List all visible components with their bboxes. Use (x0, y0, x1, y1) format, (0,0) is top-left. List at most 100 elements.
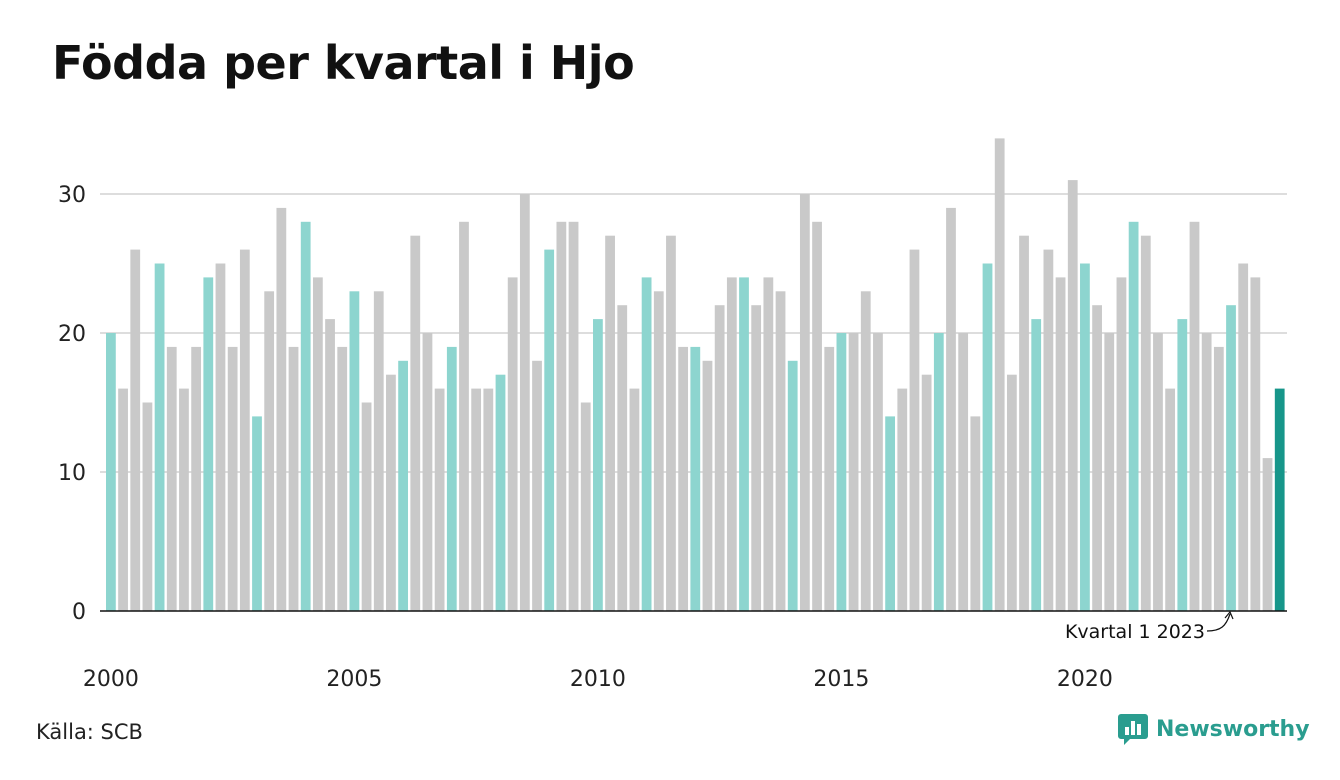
bar (361, 402, 372, 611)
bar (763, 277, 774, 611)
bar (337, 346, 348, 611)
bar (751, 305, 762, 611)
x-axis-ticks: 2000 2005 2010 2015 2020 (83, 667, 1113, 692)
bar (422, 333, 433, 611)
bars (106, 138, 1285, 612)
bar (106, 333, 116, 611)
bar (130, 249, 141, 611)
bar (739, 277, 749, 611)
x-tick-label: 2000 (83, 667, 139, 692)
bar (568, 221, 579, 612)
bar (1067, 180, 1078, 611)
bar (909, 249, 920, 611)
x-tick-label: 2005 (326, 667, 382, 692)
bar (860, 291, 871, 611)
bar (410, 235, 421, 611)
bar (1165, 388, 1176, 611)
bar (483, 388, 494, 611)
bar (897, 388, 908, 611)
bar (1006, 374, 1017, 611)
bar (398, 360, 408, 611)
bar (118, 388, 128, 611)
bar (1153, 333, 1163, 611)
bar-chart: 0 10 20 30 2000 2005 2010 2015 2020 Kvartal 1 2… (58, 138, 1287, 692)
annotation-arrow (1206, 613, 1231, 632)
y-tick-label: 0 (72, 600, 86, 625)
y-tick-label: 10 (58, 461, 86, 486)
bar (349, 291, 360, 611)
x-tick-label: 2010 (570, 667, 626, 692)
annotation-label: Kvartal 1 2023 (1065, 621, 1205, 643)
bar (1104, 333, 1115, 611)
bar (495, 374, 506, 611)
bar (678, 346, 689, 611)
bar (1055, 277, 1066, 611)
bar (946, 207, 956, 611)
bar (1226, 305, 1236, 611)
bar (179, 388, 189, 611)
bar (191, 346, 202, 611)
bar (276, 207, 287, 611)
bar (641, 277, 652, 611)
bar (532, 360, 542, 611)
bar (580, 402, 591, 611)
bar (434, 388, 445, 611)
annotation: Kvartal 1 2023 (1065, 610, 1234, 643)
bar (1080, 263, 1090, 611)
bar (519, 194, 530, 611)
bar (1274, 388, 1285, 611)
bar (1177, 319, 1188, 611)
bar (386, 374, 396, 611)
bar (1092, 305, 1102, 611)
y-tick-label: 20 (58, 322, 86, 347)
bar (1250, 277, 1261, 611)
bar (166, 346, 177, 611)
bar (1043, 249, 1054, 611)
bar (312, 277, 323, 611)
bar (142, 402, 153, 611)
x-tick-label: 2020 (1057, 667, 1113, 692)
bar (958, 333, 969, 611)
bar (300, 221, 311, 612)
bar (446, 346, 457, 611)
bar (471, 388, 482, 611)
bar (702, 360, 713, 611)
bar (666, 235, 676, 611)
x-tick-label: 2015 (813, 667, 869, 692)
bar (1116, 277, 1127, 611)
bar (1189, 221, 1200, 612)
bar (726, 277, 737, 611)
bar (885, 416, 895, 611)
bar (617, 305, 628, 611)
bar (812, 221, 822, 612)
bar (690, 346, 701, 611)
bar (1201, 333, 1212, 611)
bar (1213, 346, 1224, 611)
bar (252, 416, 262, 611)
bar (605, 235, 615, 611)
source-note: Källa: SCB (36, 720, 143, 744)
brand[interactable]: Newsworthy (1118, 712, 1310, 746)
newsworthy-logo-icon (1118, 714, 1148, 745)
brand-name: Newsworthy (1156, 716, 1310, 742)
bar (994, 138, 1005, 611)
annotation-arrowhead (1224, 610, 1234, 620)
bar (325, 319, 335, 611)
bar (824, 346, 835, 611)
y-axis-ticks: 0 10 20 30 (58, 183, 86, 625)
bar (873, 333, 883, 611)
bar (970, 416, 981, 611)
bar (154, 263, 165, 611)
bar (1238, 263, 1249, 611)
bar (775, 291, 786, 611)
bar (787, 360, 798, 611)
bar (507, 277, 518, 611)
bar (848, 333, 859, 611)
bar (215, 263, 226, 611)
bar (982, 263, 993, 611)
bar (1019, 235, 1029, 611)
bar (556, 221, 567, 612)
bar (799, 194, 810, 611)
bar (1140, 235, 1151, 611)
bar (459, 221, 469, 612)
